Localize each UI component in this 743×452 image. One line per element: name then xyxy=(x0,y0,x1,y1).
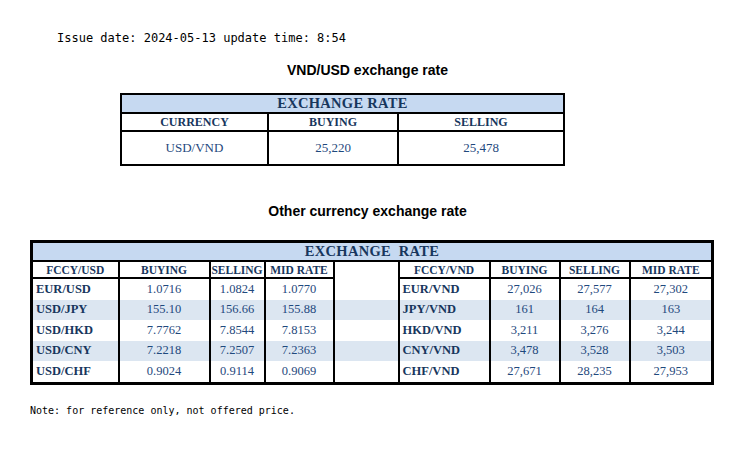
spacer-cell xyxy=(334,300,399,321)
mid-rate-cell: 155.88 xyxy=(265,300,334,321)
table-merged-header-row: EXCHANGE RATE xyxy=(32,242,713,262)
table-row: USD/HKD 7.7762 7.8544 7.8153 HKD/VND 3,2… xyxy=(32,320,713,341)
buying-rate-cell: 25,220 xyxy=(268,131,398,165)
currency-pair-cell: USD/JPY xyxy=(32,300,119,321)
buying-rate-cell: 161 xyxy=(490,300,560,321)
table-row: USD/CHF 0.9024 0.9114 0.9069 CHF/VND 27,… xyxy=(32,361,713,383)
mid-rate-cell: 7.2363 xyxy=(265,341,334,362)
column-header-midrate-left: MID RATE xyxy=(265,261,334,278)
buying-rate-cell: 27,026 xyxy=(490,278,560,300)
table-row: USD/VND 25,220 25,478 xyxy=(121,131,564,165)
column-header-row: FCCY/USD BUYING SELLING MID RATE FCCY/VN… xyxy=(32,261,713,278)
column-header-currency: CURRENCY xyxy=(121,113,268,131)
selling-rate-cell: 0.9114 xyxy=(210,361,265,383)
currency-pair-cell: USD/CNY xyxy=(32,341,119,362)
mid-rate-cell: 0.9069 xyxy=(265,361,334,383)
currency-pair-cell: EUR/USD xyxy=(32,278,119,300)
spacer-cell xyxy=(334,341,399,362)
selling-rate-cell: 164 xyxy=(560,300,630,321)
usd-exchange-rate-table: EXCHANGE RATE CURRENCY BUYING SELLING US… xyxy=(120,93,565,166)
table-row: USD/CNY 7.2218 7.2507 7.2363 CNY/VND 3,4… xyxy=(32,341,713,362)
buying-rate-cell: 7.7762 xyxy=(119,320,210,341)
column-header-fccy-vnd: FCCY/VND xyxy=(399,261,490,278)
column-header-fccy-usd: FCCY/USD xyxy=(32,261,119,278)
column-header-selling: SELLING xyxy=(398,113,564,131)
mid-rate-cell: 3,244 xyxy=(630,320,713,341)
currency-pair-cell: EUR/VND xyxy=(399,278,490,300)
mid-rate-cell: 163 xyxy=(630,300,713,321)
selling-rate-cell: 28,235 xyxy=(560,361,630,383)
column-header-buying-right: BUYING xyxy=(490,261,560,278)
selling-rate-cell: 3,276 xyxy=(560,320,630,341)
issue-date-text: Issue date: 2024-05-13 update time: 8:54 xyxy=(57,31,346,45)
selling-rate-cell: 7.2507 xyxy=(210,341,265,362)
buying-rate-cell: 3,211 xyxy=(490,320,560,341)
column-header-selling-left: SELLING xyxy=(210,261,265,278)
column-header-buying: BUYING xyxy=(268,113,398,131)
spacer-cell xyxy=(334,320,399,341)
currency-pair-cell: USD/VND xyxy=(121,131,268,165)
currency-pair-cell: USD/HKD xyxy=(32,320,119,341)
currency-pair-cell: CHF/VND xyxy=(399,361,490,383)
column-header-row: CURRENCY BUYING SELLING xyxy=(121,113,564,131)
buying-rate-cell: 27,671 xyxy=(490,361,560,383)
buying-rate-cell: 1.0716 xyxy=(119,278,210,300)
currency-pair-cell: HKD/VND xyxy=(399,320,490,341)
spacer-cell xyxy=(334,278,399,300)
column-header-buying-left: BUYING xyxy=(119,261,210,278)
selling-rate-cell: 3,528 xyxy=(560,341,630,362)
selling-rate-cell: 25,478 xyxy=(398,131,564,165)
currency-pair-cell: USD/CHF xyxy=(32,361,119,383)
mid-rate-cell: 3,503 xyxy=(630,341,713,362)
spacer-cell xyxy=(334,361,399,383)
exchange-rate-header: EXCHANGE RATE xyxy=(32,242,713,262)
spacer-cell xyxy=(334,261,399,278)
buying-rate-cell: 0.9024 xyxy=(119,361,210,383)
mid-rate-cell: 27,302 xyxy=(630,278,713,300)
selling-rate-cell: 27,577 xyxy=(560,278,630,300)
selling-rate-cell: 7.8544 xyxy=(210,320,265,341)
other-table-title: Other currency exchange rate xyxy=(0,203,735,219)
buying-rate-cell: 7.2218 xyxy=(119,341,210,362)
mid-rate-cell: 7.8153 xyxy=(265,320,334,341)
column-header-selling-right: SELLING xyxy=(560,261,630,278)
column-header-midrate-right: MID RATE xyxy=(630,261,713,278)
usd-table-title: VND/USD exchange rate xyxy=(0,62,735,78)
table-row: USD/JPY 155.10 156.66 155.88 JPY/VND 161… xyxy=(32,300,713,321)
mid-rate-cell: 27,953 xyxy=(630,361,713,383)
mid-rate-cell: 1.0770 xyxy=(265,278,334,300)
selling-rate-cell: 156.66 xyxy=(210,300,265,321)
buying-rate-cell: 155.10 xyxy=(119,300,210,321)
buying-rate-cell: 3,478 xyxy=(490,341,560,362)
table-row: EUR/USD 1.0716 1.0824 1.0770 EUR/VND 27,… xyxy=(32,278,713,300)
note-text: Note: for reference only, not offered pr… xyxy=(30,405,295,416)
table-merged-header-row: EXCHANGE RATE xyxy=(121,94,564,113)
exchange-rate-header: EXCHANGE RATE xyxy=(121,94,564,113)
other-currency-exchange-rate-table: EXCHANGE RATE FCCY/USD BUYING SELLING MI… xyxy=(30,240,714,385)
currency-pair-cell: JPY/VND xyxy=(399,300,490,321)
currency-pair-cell: CNY/VND xyxy=(399,341,490,362)
selling-rate-cell: 1.0824 xyxy=(210,278,265,300)
